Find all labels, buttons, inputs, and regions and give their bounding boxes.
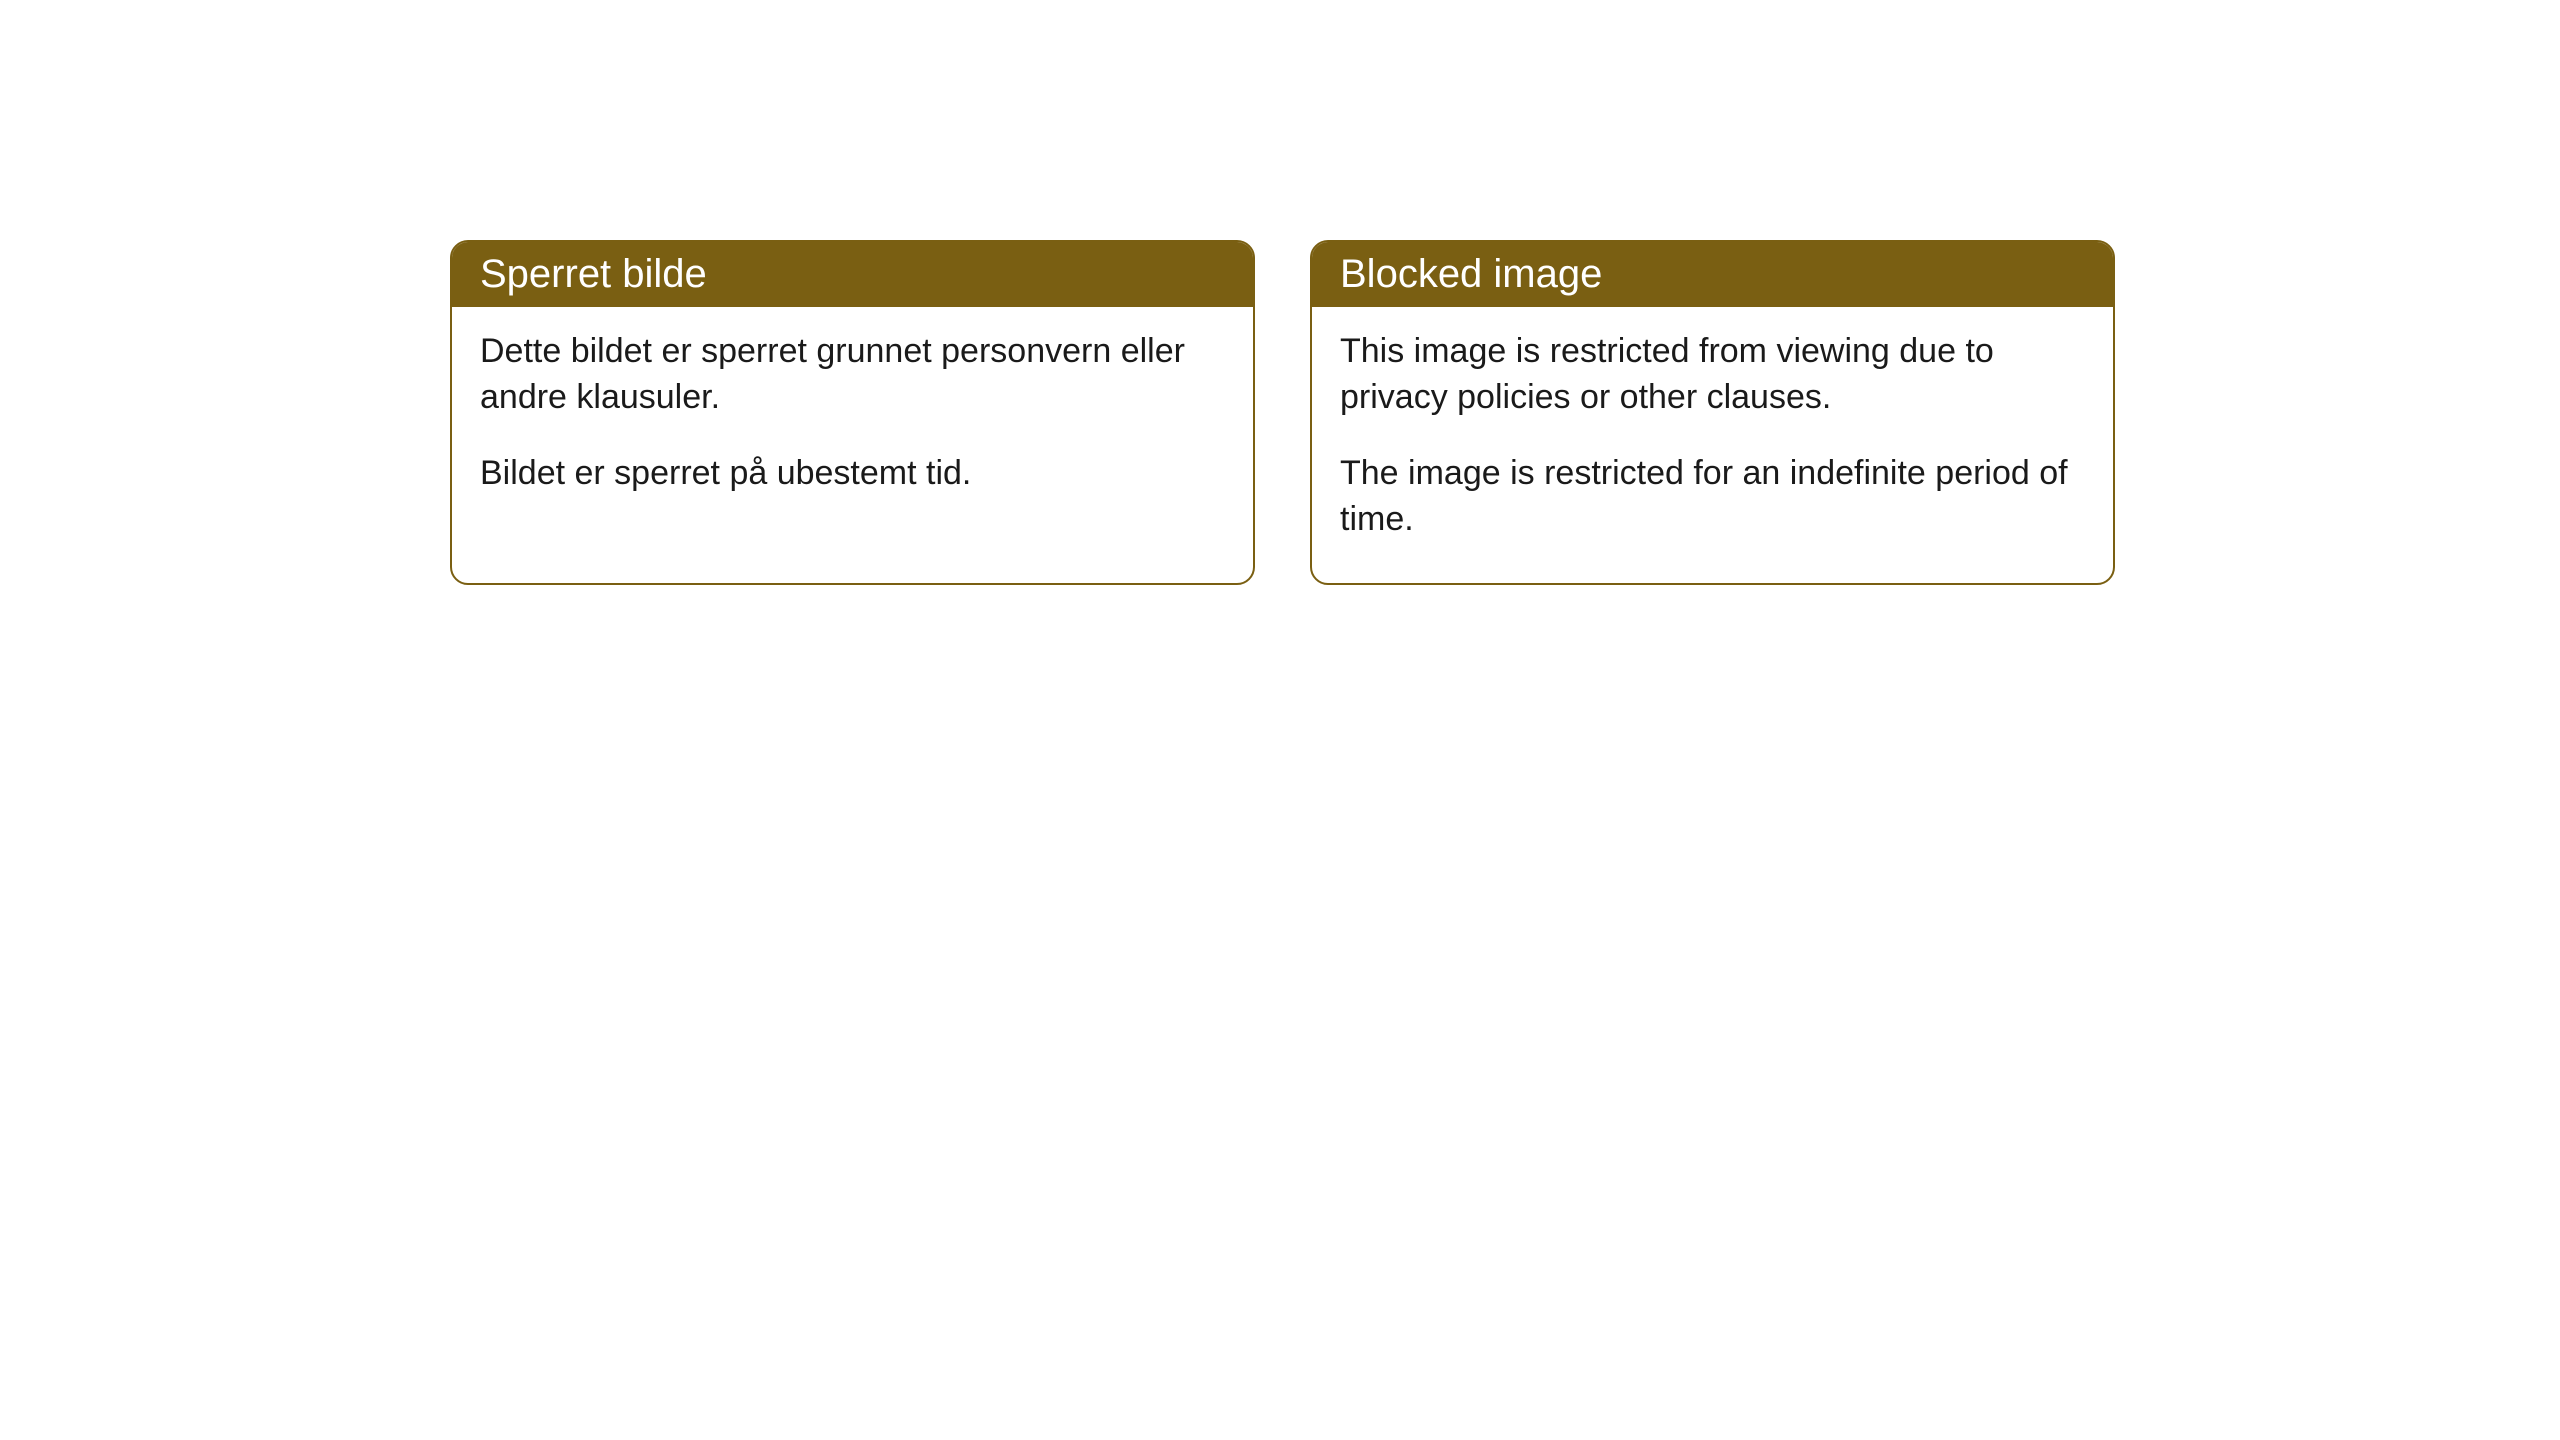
card-body: This image is restricted from viewing du… bbox=[1312, 307, 2113, 583]
card-title: Blocked image bbox=[1312, 242, 2113, 307]
notice-card-english: Blocked image This image is restricted f… bbox=[1310, 240, 2115, 585]
card-paragraph: The image is restricted for an indefinit… bbox=[1340, 451, 2085, 543]
card-paragraph: Dette bildet er sperret grunnet personve… bbox=[480, 329, 1225, 421]
card-paragraph: Bildet er sperret på ubestemt tid. bbox=[480, 451, 1225, 497]
notice-cards-container: Sperret bilde Dette bildet er sperret gr… bbox=[450, 240, 2115, 585]
card-body: Dette bildet er sperret grunnet personve… bbox=[452, 307, 1253, 537]
card-paragraph: This image is restricted from viewing du… bbox=[1340, 329, 2085, 421]
notice-card-norwegian: Sperret bilde Dette bildet er sperret gr… bbox=[450, 240, 1255, 585]
card-title: Sperret bilde bbox=[452, 242, 1253, 307]
